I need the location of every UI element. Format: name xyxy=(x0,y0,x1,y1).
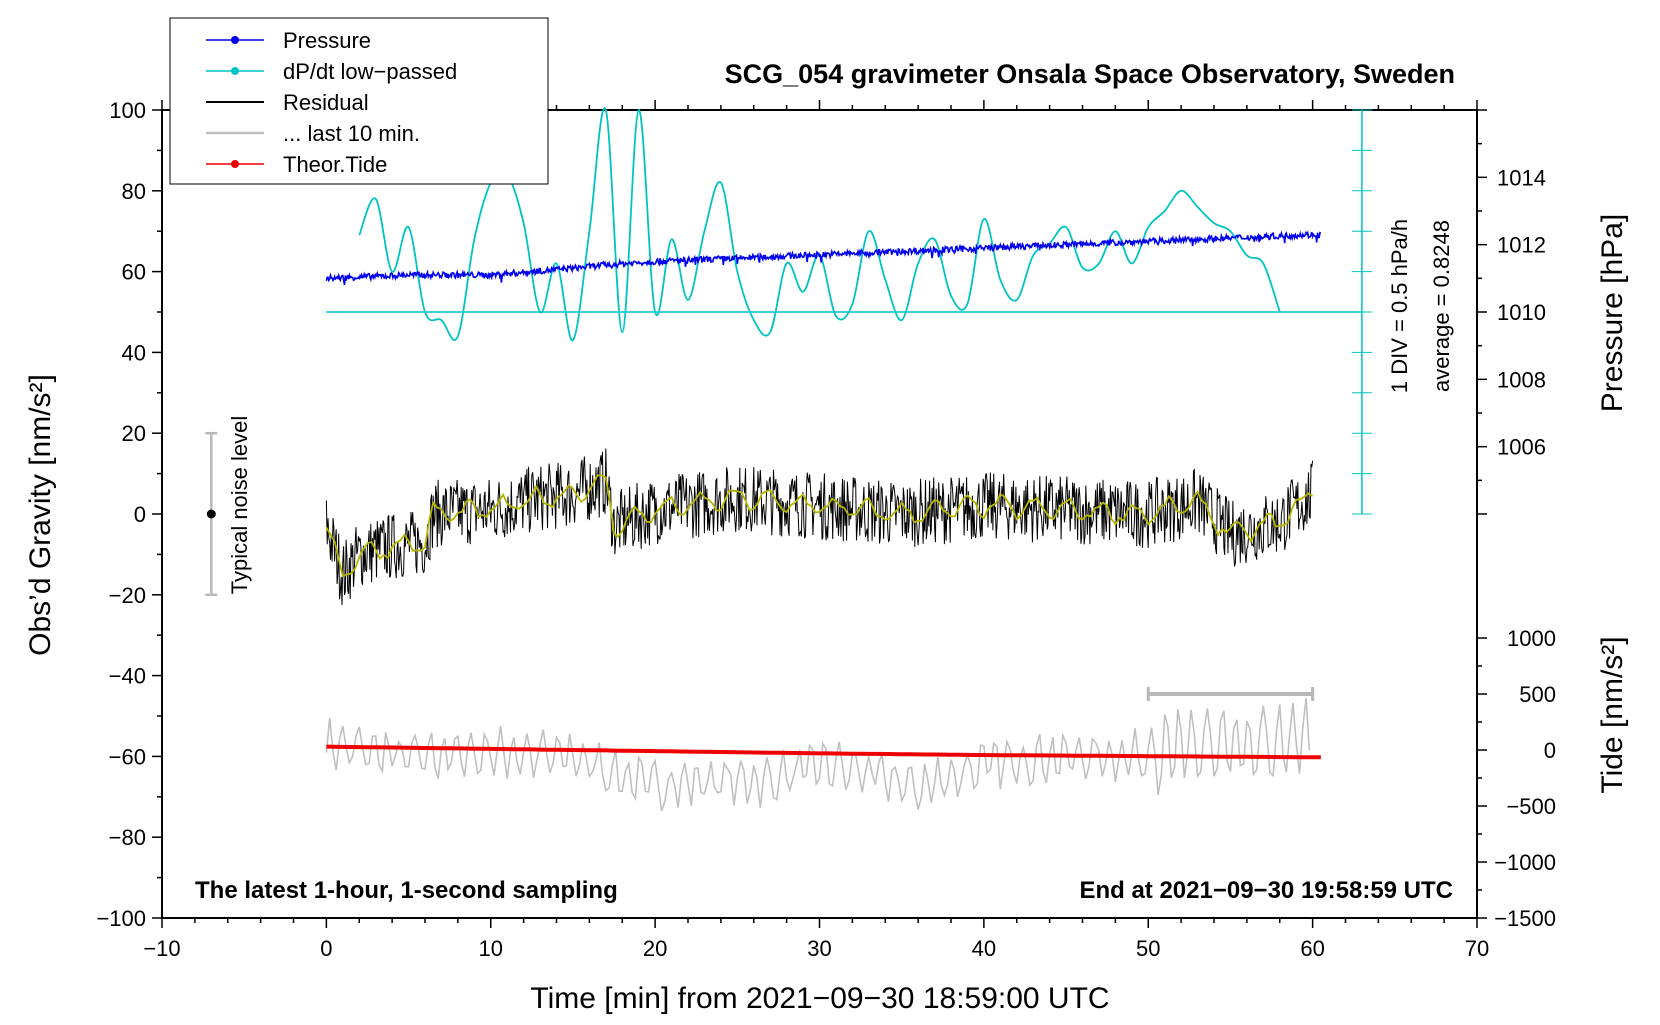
pressure-tick-label: 1006 xyxy=(1497,435,1546,460)
x-tick-label: 70 xyxy=(1465,936,1489,961)
tide-tick-label: 500 xyxy=(1519,682,1556,707)
y-tick-label: 0 xyxy=(134,502,146,527)
series-pressure-line xyxy=(325,230,1322,286)
y-axis-label-left: Obs’d Gravity [nm/s²] xyxy=(24,374,57,656)
series-residual-line xyxy=(325,448,1314,606)
pressure-tick-label: 1012 xyxy=(1497,233,1546,258)
tide-tick-label: 1000 xyxy=(1507,626,1556,651)
y-tick-label: 80 xyxy=(122,179,146,204)
y-tick-label: −40 xyxy=(109,664,146,689)
legend-label-tide: Theor.Tide xyxy=(283,152,387,177)
x-tick-label: −10 xyxy=(143,936,180,961)
chart-title: SCG_054 gravimeter Onsala Space Observat… xyxy=(725,59,1455,89)
legend: Pressure dP/dt low−passed Residual ... l… xyxy=(169,17,549,185)
x-axis-label: Time [min] from 2021−09−30 18:59:00 UTC xyxy=(530,982,1109,1015)
pressure-tick-label: 1014 xyxy=(1497,165,1546,190)
y-tick-label: 20 xyxy=(122,421,146,446)
noise-level-label: Typical noise level xyxy=(227,416,252,595)
dpdt-average-label: average = 0.8248 xyxy=(1429,220,1454,392)
legend-label-last10: ... last 10 min. xyxy=(283,121,420,146)
dpdt-scale-label: 1 DIV = 0.5 hPa/h xyxy=(1387,219,1412,393)
end-time-note: End at 2021−09−30 19:58:59 UTC xyxy=(1079,877,1453,904)
sampling-note: The latest 1-hour, 1-second sampling xyxy=(195,877,618,904)
y-tick-label: 100 xyxy=(109,98,146,123)
tide-tick-label: 0 xyxy=(1544,738,1556,763)
x-tick-label: 40 xyxy=(972,936,996,961)
legend-label-residual: Residual xyxy=(283,90,369,115)
series-residual-smoothed-line xyxy=(325,474,1314,578)
y-tick-label: 60 xyxy=(122,260,146,285)
pressure-tick-label: 1008 xyxy=(1497,367,1546,392)
y-tick-label: −100 xyxy=(96,906,146,931)
pressure-tick-label: 1010 xyxy=(1497,300,1546,325)
tide-tick-label: −1500 xyxy=(1494,906,1556,931)
y-tick-label: −20 xyxy=(109,583,146,608)
legend-marker-dpdt xyxy=(231,67,239,75)
y-tick-label: −80 xyxy=(109,825,146,850)
x-tick-label: 0 xyxy=(320,936,332,961)
x-tick-label: 60 xyxy=(1300,936,1324,961)
x-tick-label: 50 xyxy=(1136,936,1160,961)
y-tick-label: −60 xyxy=(109,744,146,769)
legend-label-dpdt: dP/dt low−passed xyxy=(283,59,457,84)
series-tide-line xyxy=(326,744,1321,760)
x-tick-label: 10 xyxy=(479,936,503,961)
noise-level-dot xyxy=(206,509,216,519)
legend-marker-tide xyxy=(231,160,239,168)
plot-frame xyxy=(161,109,1478,919)
y-axis-label-pressure: Pressure [hPa] xyxy=(1596,214,1629,412)
series-dpdt-line xyxy=(358,107,1281,342)
legend-marker-pressure xyxy=(231,36,239,44)
tide-tick-label: −1000 xyxy=(1494,850,1556,875)
series-last10-line xyxy=(325,698,1311,812)
tide-tick-label: −500 xyxy=(1506,794,1556,819)
x-tick-label: 30 xyxy=(807,936,831,961)
legend-label-pressure: Pressure xyxy=(283,28,371,53)
x-tick-label: 20 xyxy=(643,936,667,961)
y-tick-label: 40 xyxy=(122,340,146,365)
y-axis-label-tide: Tide [nm/s²] xyxy=(1596,636,1629,793)
